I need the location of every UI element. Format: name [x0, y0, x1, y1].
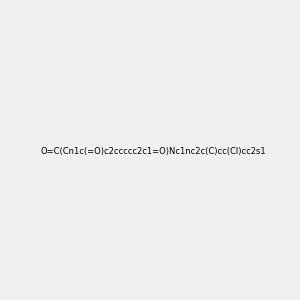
Text: O=C(Cn1c(=O)c2ccccc2c1=O)Nc1nc2c(C)cc(Cl)cc2s1: O=C(Cn1c(=O)c2ccccc2c1=O)Nc1nc2c(C)cc(Cl… [41, 147, 267, 156]
